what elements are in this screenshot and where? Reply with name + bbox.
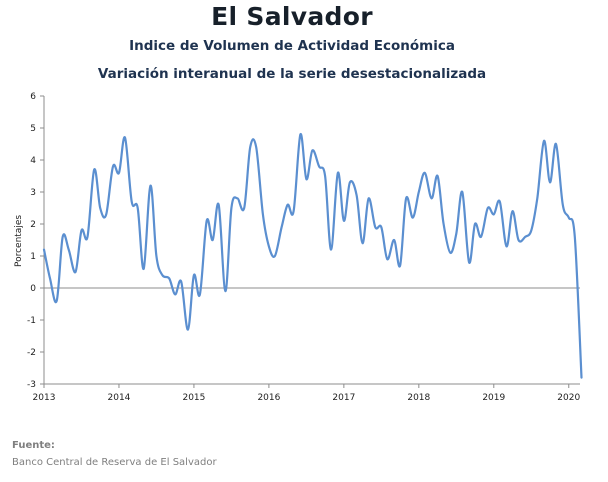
x-tick-label: 2015: [182, 393, 205, 403]
y-tick-label: 0: [30, 284, 36, 294]
y-tick-label: -1: [27, 316, 36, 326]
x-tick-label: 2014: [108, 393, 131, 403]
y-tick-label: -3: [27, 380, 36, 390]
chart-subtitle-2: Variación interanual de la serie desesta…: [97, 66, 487, 82]
chart-subtitle: Indice de Volumen de Actividad Económica: [129, 38, 455, 54]
y-axis-ticks: -3 -2 -1 0 1 2 3 4 5 6: [27, 92, 44, 390]
y-tick-label: 6: [30, 92, 36, 102]
x-tick-label: 2016: [257, 393, 280, 403]
y-tick-label: 4: [30, 156, 36, 166]
y-tick-label: 5: [30, 124, 36, 134]
x-tick-label: 2019: [482, 393, 505, 403]
x-tick-label: 2017: [332, 393, 355, 403]
page-title: El Salvador: [211, 2, 373, 31]
series-line: [42, 133, 583, 379]
x-tick-label: 2013: [33, 393, 56, 403]
y-tick-label: 3: [30, 188, 36, 198]
y-tick-label: 1: [30, 252, 36, 262]
source-text: Banco Central de Reserva de El Salvador: [12, 457, 217, 468]
chart-axes: [43, 96, 580, 385]
x-axis-ticks: 2013 2014 2015 2016 2017 2018 2019 2020: [33, 384, 580, 403]
y-tick-label: 2: [30, 220, 36, 230]
y-tick-label: -2: [27, 348, 36, 358]
x-tick-label: 2018: [407, 393, 430, 403]
y-axis-label: Porcentajes: [14, 215, 24, 267]
source-label: Fuente:: [12, 440, 55, 451]
x-tick-label: 2020: [557, 393, 580, 403]
